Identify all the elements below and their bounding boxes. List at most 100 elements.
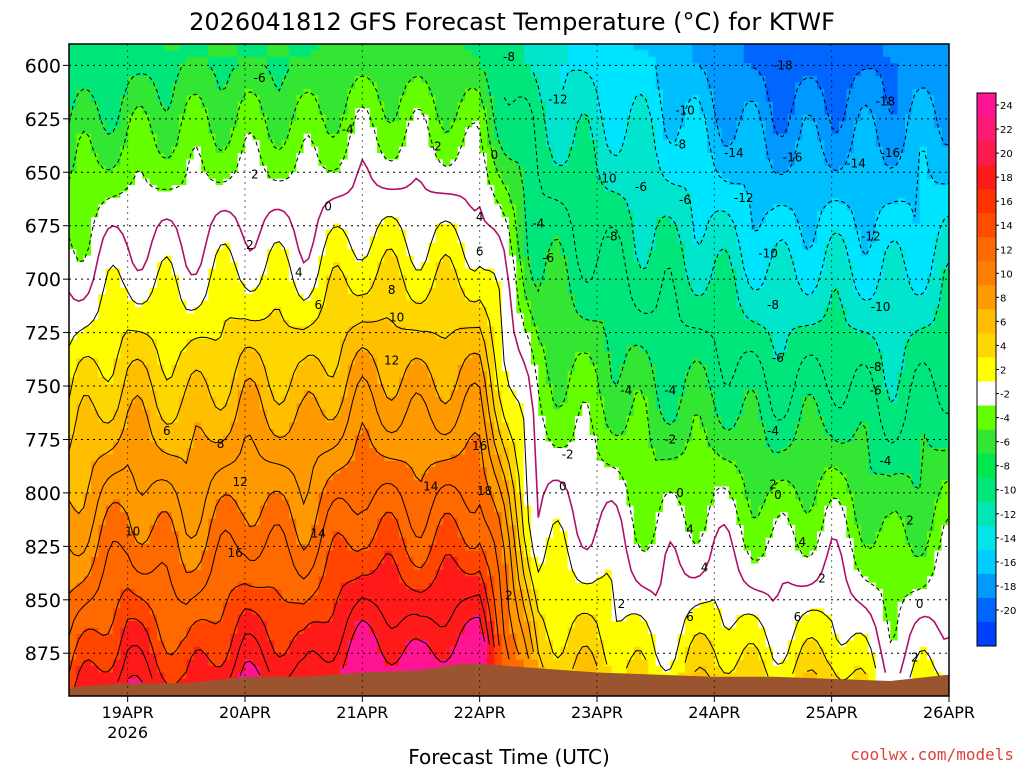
- temperature-cell: [267, 435, 275, 443]
- temperature-cell: [135, 383, 143, 391]
- temperature-cell: [179, 153, 187, 161]
- temperature-cell: [377, 659, 385, 667]
- temperature-cell: [384, 467, 393, 475]
- temperature-cell: [230, 467, 239, 475]
- temperature-cell: [421, 435, 429, 443]
- temperature-cell: [171, 621, 180, 629]
- temperature-cell: [208, 486, 217, 494]
- temperature-cell: [311, 390, 319, 398]
- temperature-cell: [127, 595, 136, 603]
- temperature-cell: [127, 653, 136, 661]
- temperature-cell: [91, 332, 99, 340]
- temperature-cell: [325, 223, 334, 231]
- temperature-cell: [179, 120, 187, 128]
- temperature-cell: [230, 544, 239, 552]
- temperature-cell: [171, 383, 180, 391]
- temperature-cell: [164, 210, 173, 218]
- temperature-cell: [406, 582, 415, 590]
- temperature-cell: [186, 281, 195, 289]
- temperature-cell: [406, 210, 415, 218]
- temperature-cell: [340, 204, 349, 212]
- temperature-cell: [83, 441, 92, 449]
- temperature-cell: [120, 582, 129, 590]
- temperature-cell: [149, 569, 158, 577]
- temperature-cell: [281, 460, 290, 468]
- temperature-cell: [303, 185, 312, 193]
- temperature-cell: [230, 249, 239, 257]
- temperature-cell: [281, 601, 290, 609]
- temperature-cell: [157, 454, 165, 462]
- temperature-cell: [355, 339, 363, 347]
- temperature-cell: [325, 153, 334, 161]
- temperature-cell: [127, 448, 136, 456]
- temperature-cell: [135, 229, 143, 237]
- temperature-cell: [208, 569, 217, 577]
- temperature-cell: [391, 435, 400, 443]
- temperature-cell: [281, 268, 290, 276]
- temperature-cell: [259, 326, 268, 334]
- temperature-cell: [362, 492, 371, 500]
- temperature-cell: [406, 621, 415, 629]
- temperature-cell: [281, 146, 290, 154]
- temperature-cell: [267, 512, 275, 520]
- temperature-cell: [391, 120, 400, 128]
- temperature-cell: [91, 422, 99, 430]
- temperature-cell: [355, 576, 363, 584]
- temperature-cell: [391, 319, 400, 327]
- temperature-cell: [377, 595, 385, 603]
- temperature-cell: [237, 165, 246, 173]
- temperature-cell: [208, 223, 217, 231]
- temperature-cell: [142, 69, 151, 77]
- temperature-cell: [347, 492, 356, 500]
- temperature-cell: [127, 223, 136, 231]
- temperature-cell: [149, 313, 158, 321]
- temperature-cell: [223, 672, 231, 680]
- temperature-cell: [311, 448, 319, 456]
- temperature-cell: [281, 159, 290, 167]
- temperature-cell: [347, 242, 356, 250]
- temperature-cell: [355, 544, 363, 552]
- temperature-cell: [98, 634, 107, 642]
- temperature-cell: [325, 396, 334, 404]
- temperature-cell: [347, 377, 356, 385]
- temperature-cell: [201, 563, 209, 571]
- temperature-cell: [333, 127, 341, 135]
- temperature-cell: [274, 563, 283, 571]
- temperature-cell: [98, 672, 107, 680]
- temperature-cell: [91, 165, 99, 173]
- temperature-cell: [83, 165, 92, 173]
- temperature-cell: [91, 531, 99, 539]
- temperature-cell: [318, 448, 327, 456]
- temperature-cell: [384, 262, 393, 270]
- temperature-cell: [311, 165, 319, 173]
- temperature-cell: [201, 454, 209, 462]
- temperature-cell: [369, 576, 378, 584]
- temperature-cell: [347, 172, 356, 180]
- temperature-cell: [391, 197, 400, 205]
- temperature-cell: [215, 550, 224, 558]
- temperature-cell: [186, 640, 195, 648]
- temperature-cell: [193, 403, 202, 411]
- temperature-cell: [311, 422, 319, 430]
- temperature-cell: [149, 640, 158, 648]
- temperature-cell: [421, 448, 429, 456]
- temperature-cell: [252, 659, 261, 667]
- temperature-cell: [259, 274, 268, 282]
- temperature-cell: [318, 627, 327, 635]
- temperature-cell: [171, 524, 180, 532]
- temperature-cell: [201, 114, 209, 122]
- temperature-cell: [105, 133, 114, 141]
- temperature-cell: [355, 306, 363, 314]
- temperature-cell: [105, 621, 114, 629]
- temperature-cell: [91, 589, 99, 597]
- temperature-cell: [347, 165, 356, 173]
- temperature-cell: [83, 396, 92, 404]
- temperature-cell: [76, 217, 85, 225]
- temperature-cell: [281, 153, 290, 161]
- temperature-cell: [303, 512, 312, 520]
- temperature-cell: [105, 422, 114, 430]
- temperature-cell: [215, 537, 224, 545]
- temperature-cell: [406, 627, 415, 635]
- temperature-cell: [237, 505, 246, 513]
- temperature-cell: [274, 262, 283, 270]
